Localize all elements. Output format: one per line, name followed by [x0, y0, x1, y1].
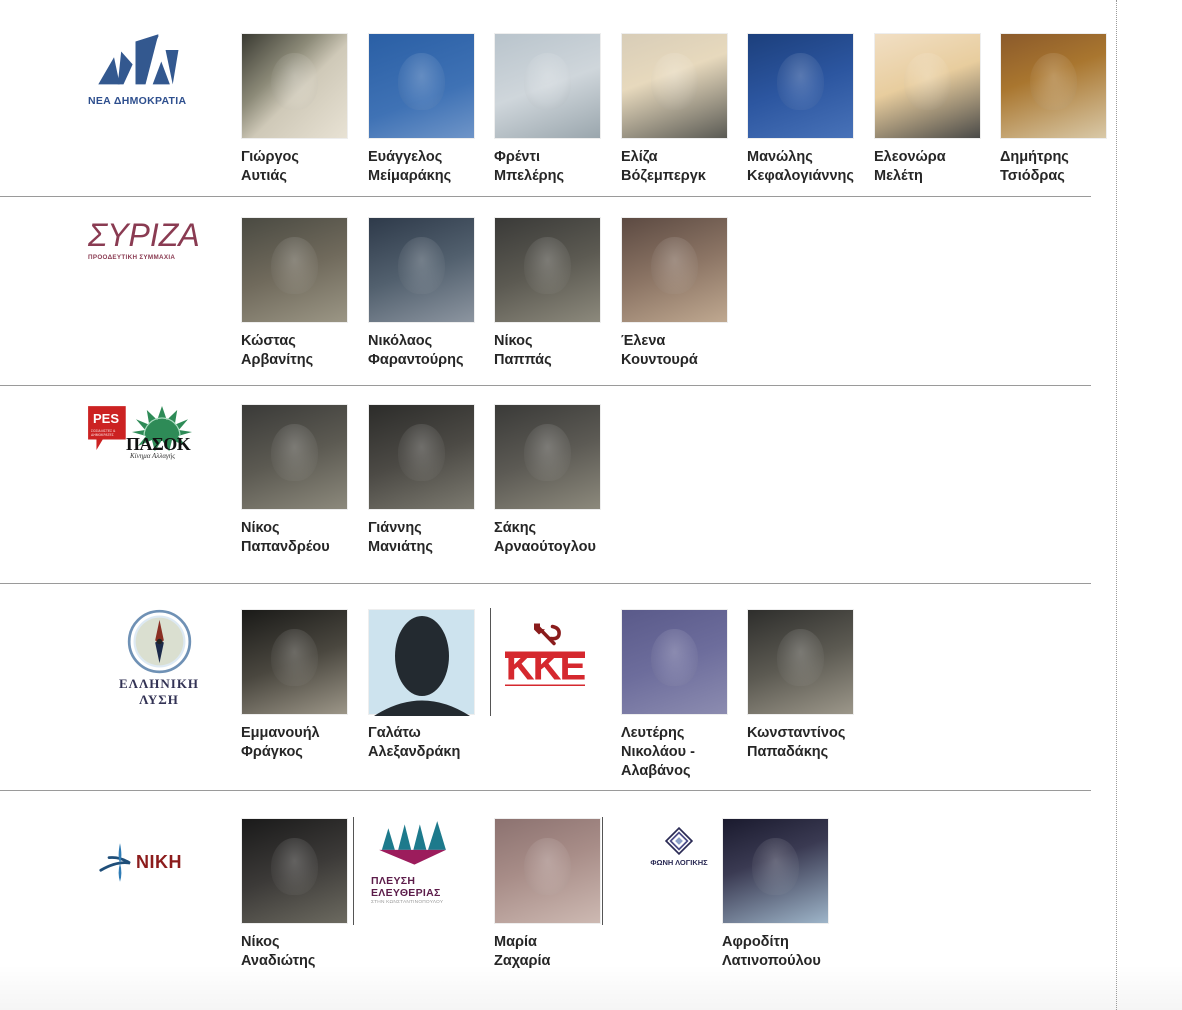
- svg-text:KKE: KKE: [506, 645, 585, 687]
